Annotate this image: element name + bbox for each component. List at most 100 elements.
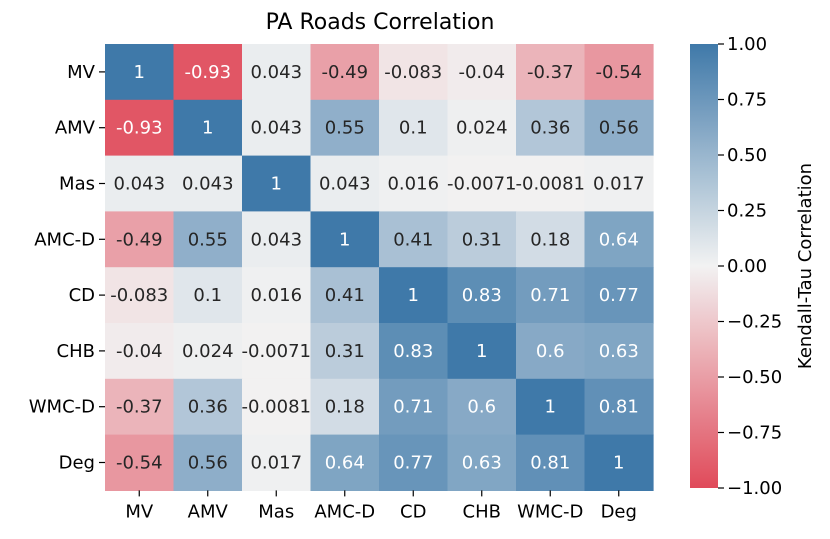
- heatmap-cell-CD-AMC-D: [310, 267, 380, 324]
- colorbar-tick-label: 0.00: [727, 256, 767, 277]
- cell-value-label: 0.41: [393, 229, 433, 250]
- cell-value-label: -0.37: [116, 397, 163, 418]
- heatmap-cell-AMV-CHB: [447, 99, 517, 157]
- heatmap-cell-AMV-WMC-D: [516, 99, 586, 157]
- cell-value-label: -0.083: [384, 62, 442, 83]
- heatmap-cell-CHB-Mas: [242, 323, 312, 380]
- cell-value-label: 0.77: [599, 285, 639, 306]
- row-tick-label: CD: [69, 285, 95, 306]
- colorbar-tick-label: 0.75: [727, 90, 767, 111]
- heatmap-cell-AMC-D-Mas: [242, 211, 312, 268]
- row-tick-label: MV: [67, 62, 96, 83]
- cell-value-label: 0.63: [462, 453, 502, 474]
- heatmap-cell-Deg-Deg: [584, 434, 654, 491]
- heatmap-cell-Deg-AMV: [173, 434, 243, 491]
- heatmap-cell-WMC-D-MV: [105, 378, 175, 436]
- cell-value-label: -0.04: [458, 62, 505, 83]
- cell-value-label: -0.93: [184, 62, 231, 83]
- cell-value-label: 0.043: [250, 118, 302, 139]
- cell-value-label: 0.18: [325, 397, 365, 418]
- colorbar-gradient: [690, 44, 718, 488]
- cell-value-label: 1: [476, 341, 487, 362]
- heatmap-cell-CD-CHB: [447, 267, 517, 324]
- cell-value-label: 0.83: [393, 341, 433, 362]
- cell-value-label: 1: [134, 62, 145, 83]
- row-tick-label: Deg: [59, 453, 95, 474]
- cell-value-label: 0.63: [599, 341, 639, 362]
- column-tick-label: CD: [400, 501, 426, 522]
- heatmap-cell-MV-AMC-D: [310, 44, 380, 101]
- row-tick-labels: MV AMV Mas AMC-D CD CHB WMC-D Deg: [29, 62, 105, 474]
- cell-value-label: 1: [339, 229, 350, 250]
- cell-value-label: 0.64: [325, 453, 365, 474]
- colorbar-tick-label: 1.00: [727, 34, 767, 55]
- heatmap-cell-CD-AMV: [173, 267, 243, 324]
- column-tick-labels: MV AMV Mas AMC-D CD CHB WMC-D Deg: [125, 490, 637, 522]
- heatmap-cell-CD-WMC-D: [516, 267, 586, 324]
- cell-value-label: -0.49: [321, 62, 368, 83]
- cell-value-label: 0.017: [250, 453, 302, 474]
- heatmap-cell-WMC-D-CHB: [447, 378, 517, 436]
- cell-value-label: -0.54: [116, 453, 163, 474]
- cell-value-label: 0.6: [536, 341, 565, 362]
- column-tick-label: Mas: [258, 501, 294, 522]
- column-tick-label: CHB: [463, 501, 501, 522]
- cell-value-label: 0.043: [113, 174, 165, 195]
- heatmap-cell-Deg-MV: [105, 434, 175, 491]
- heatmap-cell-Deg-CHB: [447, 434, 517, 491]
- heatmap-cell-MV-Mas: [242, 44, 312, 101]
- colorbar-tick-label: 0.50: [727, 145, 767, 166]
- cell-value-label: 0.024: [182, 341, 234, 362]
- heatmap-cell-CD-MV: [105, 267, 175, 324]
- cell-value-label: 0.77: [393, 453, 433, 474]
- cell-value-label: 0.71: [393, 397, 433, 418]
- heatmap-cell-MV-CHB: [447, 44, 517, 101]
- heatmap-cell-AMV-Deg: [584, 99, 654, 157]
- heatmap-cell-AMC-D-CHB: [447, 211, 517, 268]
- cell-value-label: 0.71: [530, 285, 570, 306]
- cell-value-label: 0.1: [399, 118, 428, 139]
- heatmap-cell-AMC-D-AMV: [173, 211, 243, 268]
- heatmap-cell-AMC-D-AMC-D: [310, 211, 380, 268]
- cell-value-label: 0.36: [188, 397, 228, 418]
- column-tick-label: MV: [125, 501, 154, 522]
- heatmap-cell-CHB-WMC-D: [516, 323, 586, 380]
- heatmap-cell-CHB-MV: [105, 323, 175, 380]
- cell-value-label: 0.6: [467, 397, 496, 418]
- chart-title: PA Roads Correlation: [266, 10, 495, 35]
- heatmap-cell-Mas-Mas: [242, 155, 312, 212]
- heatmap-cell-MV-CD: [379, 44, 449, 101]
- cell-value-label: 0.017: [593, 174, 645, 195]
- cell-value-label: 0.016: [250, 285, 302, 306]
- heatmap-cell-MV-AMV: [173, 44, 243, 101]
- heatmap-cell-Deg-CD: [379, 434, 449, 491]
- cell-value-label: -0.0081: [242, 397, 311, 418]
- heatmap-cell-WMC-D-AMC-D: [310, 378, 380, 436]
- cell-value-label: 0.024: [456, 118, 508, 139]
- column-tick-label: Deg: [601, 501, 637, 522]
- heatmap-cell-Mas-WMC-D: [516, 155, 586, 212]
- cell-value-label: -0.49: [116, 229, 163, 250]
- cell-value-label: 1: [545, 397, 556, 418]
- heatmap-cell-AMC-D-MV: [105, 211, 175, 268]
- cell-value-label: 0.56: [188, 453, 228, 474]
- heatmap-cell-CHB-AMC-D: [310, 323, 380, 380]
- cell-value-label: 0.83: [462, 285, 502, 306]
- heatmap-cell-CD-CD: [379, 267, 449, 324]
- heatmap-cell-AMV-CD: [379, 99, 449, 157]
- heatmap-cell-MV-MV: [105, 44, 175, 101]
- colorbar-tick-label: −0.50: [727, 367, 782, 388]
- cell-value-label: 0.36: [530, 118, 570, 139]
- row-tick-label: CHB: [57, 341, 95, 362]
- heatmap-cell-Deg-WMC-D: [516, 434, 586, 491]
- heatmap-cell-CHB-AMV: [173, 323, 243, 380]
- cell-value-label: 0.31: [462, 229, 502, 250]
- colorbar-tick-label: −0.75: [727, 423, 782, 444]
- row-tick-label: AMV: [55, 118, 96, 139]
- colorbar-tick-label: −1.00: [727, 478, 782, 499]
- heatmap-cell-AMV-Mas: [242, 99, 312, 157]
- row-tick-label: Mas: [59, 174, 95, 195]
- column-tick-label: WMC-D: [517, 501, 583, 522]
- cell-value-label: 0.81: [599, 397, 639, 418]
- heatmap-cell-MV-Deg: [584, 44, 654, 101]
